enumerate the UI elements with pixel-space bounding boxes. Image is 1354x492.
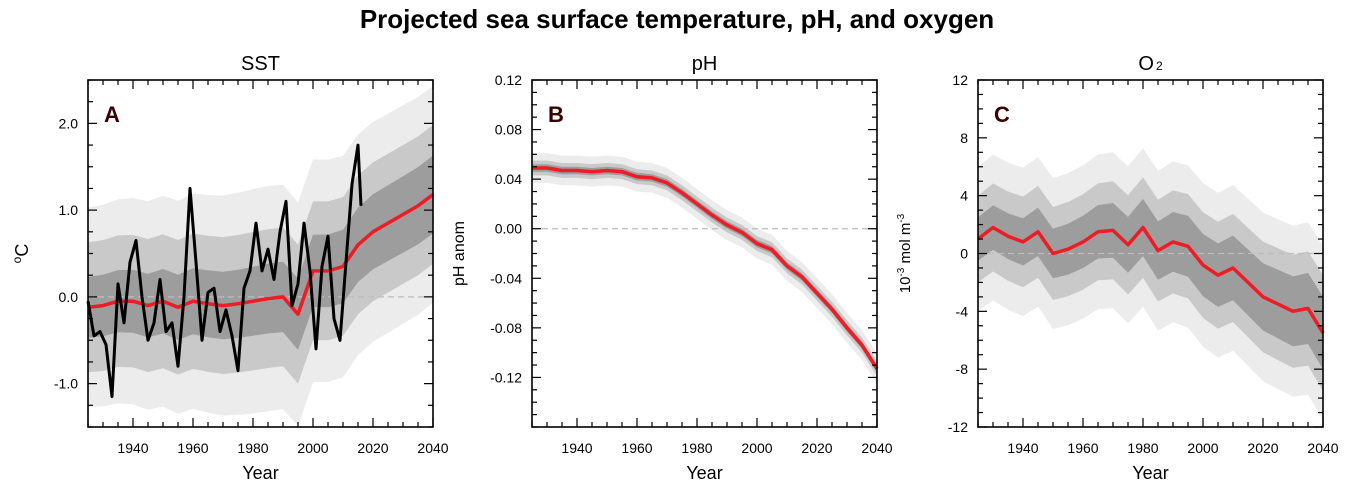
band-inner-c [978,198,1323,370]
x-tick-label-b: 1960 [621,440,652,456]
ensemble-mean-line-c [976,225,1325,334]
x-tick-label-c: 1940 [1007,440,1038,456]
y-axis-label-a: oC [10,244,32,264]
band-inner-b [532,164,877,373]
y-tick-label-b: -0.04 [490,270,522,286]
y-tick-label-c: -12 [948,419,968,435]
x-axis-label-c: Year [1132,463,1168,483]
y-tick-label-a: 1.0 [59,202,79,218]
y-tick-label-c: 12 [952,72,968,88]
ensemble-mean-line-a [87,193,435,316]
band-inner-a [88,155,433,350]
y-axis-label-c-p1: 10 [897,277,914,294]
x-tick-label-b: 1940 [561,440,592,456]
y-tick-label-b: 0.00 [495,221,522,237]
ticks-c: 1940 1960 1980 2000 2020 2040 -12 -8 -4 0 4 8 12 [948,72,1339,456]
x-axis-label-a: Year [242,463,278,483]
y-tick-label-b: 0.08 [495,122,522,138]
panel-b: 1940 1960 1980 2000 2020 2040 -0.12 -0.08 -0.04 0… [451,53,893,483]
plot-frame-b [531,79,878,428]
spread-bands-b [532,153,877,384]
ensemble-mean-line-b [532,166,879,370]
panel-letter-b: B [548,102,564,127]
x-tick-label-a: 2000 [297,440,328,456]
x-tick-label-c: 1960 [1067,440,1098,456]
x-tick-label-b: 2020 [801,440,832,456]
ticks-a: 1940 1960 1980 2000 2020 2040 -1.0 0.0 1.0 2.0 [54,79,449,456]
y-tick-label-a: 0.0 [59,289,79,305]
panel-title-c-base: O [1138,53,1154,75]
y-tick-label-b: 0.04 [495,171,522,187]
y-tick-label-a: -1.0 [54,376,78,392]
x-tick-label-a: 1940 [117,440,148,456]
x-tick-label-b: 2000 [741,440,772,456]
panel-a: 1940 1960 1980 2000 2020 2040 -1.0 0.0 1.0 2.0 SS… [10,53,449,483]
y-tick-label-b: 0.12 [495,72,522,88]
y-tick-label-c: 8 [960,130,968,146]
y-axis-label-c-p2: -3 [896,267,907,276]
band-mid-b [532,160,877,377]
panel-title-b: pH [692,53,718,75]
y-tick-label-a: 2.0 [59,115,79,131]
x-tick-label-c: 1980 [1127,440,1158,456]
panel-title-a: SST [241,53,280,75]
y-tick-label-c: -4 [956,303,969,319]
y-axis-label-a-unit: C [12,244,32,257]
observations-line-a [86,143,363,399]
panel-letter-a: A [104,102,120,127]
y-axis-label-c-p4: -3 [896,213,907,222]
x-tick-label-a: 1980 [237,440,268,456]
figure-title: Projected sea surface temperature, pH, a… [359,4,995,34]
y-tick-label-b: -0.08 [490,320,522,336]
y-tick-label-c: 0 [960,246,968,262]
x-tick-label-c: 2020 [1247,440,1278,456]
y-axis-label-c: 10-3 mol m-3 [896,213,914,293]
x-tick-label-c: 2000 [1187,440,1218,456]
y-axis-label-a-base: o [10,256,24,263]
ticks-b: 1940 1960 1980 2000 2020 2040 -0.12 -0.08 -0.04 0… [490,72,893,456]
x-tick-label-a: 1960 [177,440,208,456]
x-axis-label-b: Year [686,463,722,483]
spread-bands-c [978,148,1323,420]
y-axis-label-c-p3: mol m [897,223,914,268]
x-tick-label-a: 2020 [357,440,388,456]
x-tick-label-b: 2040 [861,440,892,456]
y-tick-label-c: -8 [956,361,969,377]
y-axis-label-b: pH anom [451,221,468,286]
panel-title-c-sub: 2 [1156,59,1163,73]
panel-letter-c: C [994,102,1010,127]
x-tick-label-a: 2040 [417,440,448,456]
x-tick-label-c: 2040 [1307,440,1338,456]
y-tick-label-b: -0.12 [490,369,522,385]
y-tick-label-c: 4 [960,188,968,204]
x-tick-label-b: 1980 [681,440,712,456]
band-outer-b [532,153,877,384]
